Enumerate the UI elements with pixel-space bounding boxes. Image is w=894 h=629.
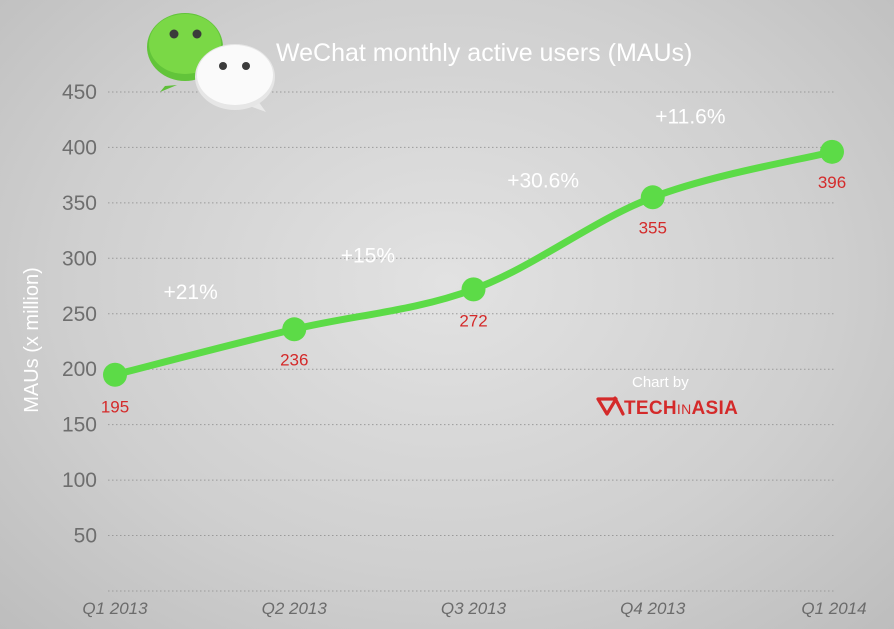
growth-label: +15% <box>341 244 395 267</box>
wechat-logo-icon <box>147 13 275 112</box>
data-point <box>282 317 307 342</box>
data-point <box>820 139 844 164</box>
x-tick-label: Q4 2013 <box>620 599 686 618</box>
growth-labels: +21% +15% +30.6% +11.6% <box>163 106 725 304</box>
y-axis-label: MAUs (x million) <box>21 267 43 413</box>
chart-title: WeChat monthly active users (MAUs) <box>276 39 692 67</box>
data-label: 195 <box>101 398 129 417</box>
y-tick-label: 400 <box>62 136 97 159</box>
y-tick-label: 300 <box>62 247 97 270</box>
series-line <box>111 148 836 379</box>
data-point <box>103 362 127 387</box>
brand-wordmark: TECHINASIA <box>624 398 738 419</box>
x-tick-label: Q1 2014 <box>801 599 866 618</box>
x-tick-label: Q2 2013 <box>262 599 328 618</box>
growth-label: +21% <box>163 281 217 304</box>
y-tick-label: 100 <box>62 469 97 492</box>
data-label: 396 <box>818 173 846 192</box>
data-points <box>103 139 844 387</box>
y-tick-label: 350 <box>62 192 97 215</box>
y-tick-label: 50 <box>74 525 97 548</box>
x-tick-label: Q3 2013 <box>441 599 507 618</box>
x-axis-ticks: Q1 2013 Q2 2013 Q3 2013 Q4 2013 Q1 2014 <box>82 599 866 618</box>
data-label: 236 <box>280 350 308 369</box>
data-point <box>640 185 665 210</box>
data-label: 272 <box>459 311 487 330</box>
x-tick-label: Q1 2013 <box>82 599 148 618</box>
techinasia-logo: TECHINASIA <box>596 396 738 419</box>
techinasia-logo-icon <box>596 396 625 416</box>
data-point <box>461 277 486 302</box>
y-axis-ticks: 50 100 150 200 250 300 350 400 450 <box>62 81 97 548</box>
series-mau <box>111 148 836 379</box>
data-label: 355 <box>639 218 667 237</box>
y-tick-label: 150 <box>62 414 97 437</box>
growth-label: +30.6% <box>507 169 579 192</box>
growth-label: +11.6% <box>655 106 725 129</box>
y-tick-label: 450 <box>62 81 97 104</box>
y-tick-label: 200 <box>62 358 97 381</box>
y-tick-label: 250 <box>62 303 97 326</box>
grid-lines <box>108 91 834 592</box>
credit-label: Chart by <box>632 374 689 391</box>
data-labels: 195 236 272 355 396 <box>101 173 846 417</box>
